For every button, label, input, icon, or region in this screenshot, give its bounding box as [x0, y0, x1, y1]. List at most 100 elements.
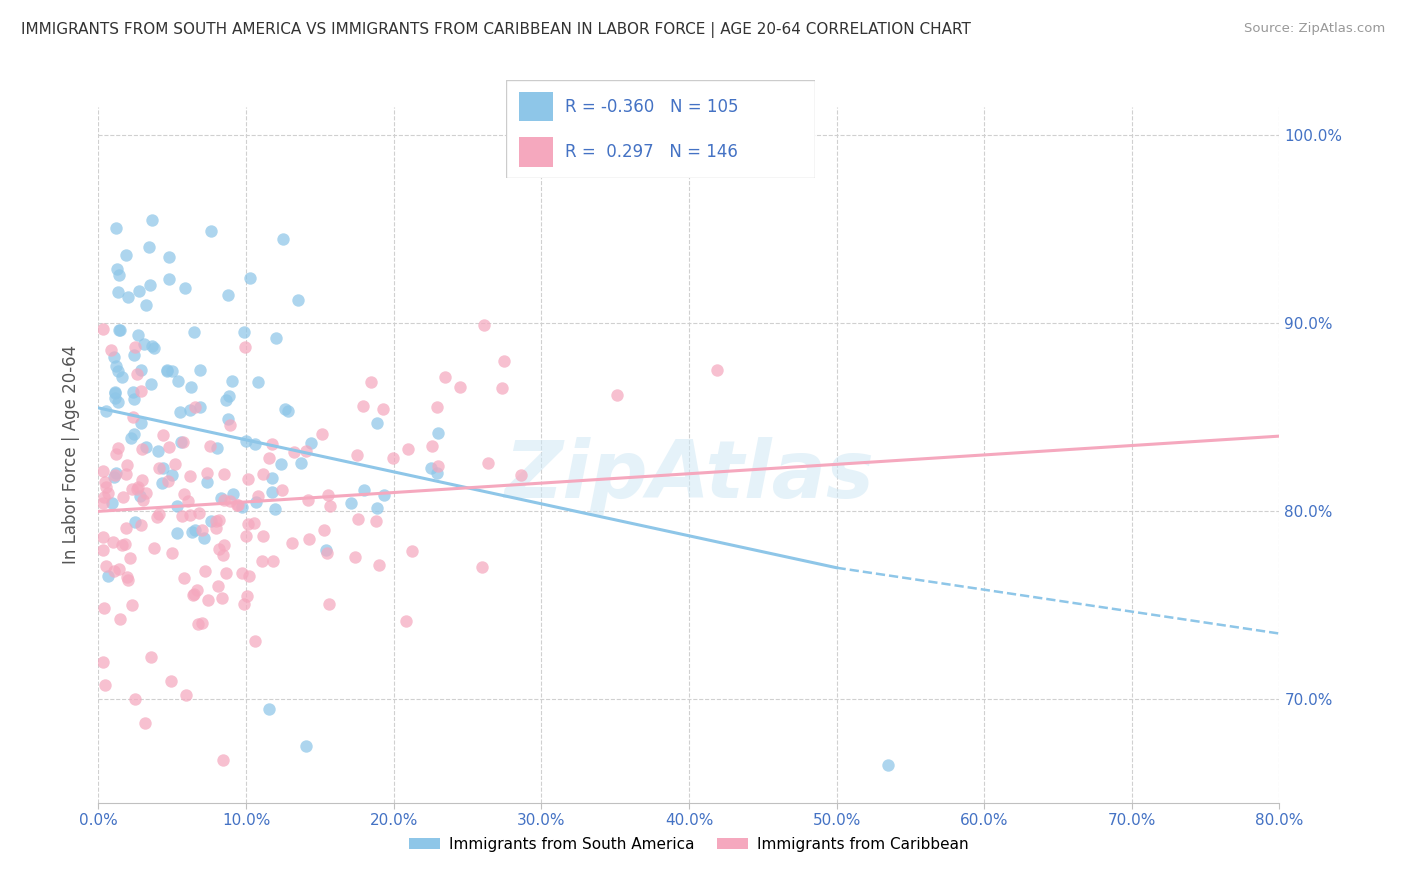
Point	[212, 492, 235, 507]
Point	[107, 441, 129, 455]
Point	[108, 562, 131, 576]
Point	[491, 381, 513, 395]
Text: IMMIGRANTS FROM SOUTH AMERICA VS IMMIGRANTS FROM CARIBBEAN IN LABOR FORCE | AGE : IMMIGRANTS FROM SOUTH AMERICA VS IMMIGRA…	[21, 22, 972, 38]
Legend: Immigrants from South America, Immigrants from Caribbean: Immigrants from South America, Immigrant…	[404, 830, 974, 858]
Point	[169, 405, 191, 419]
Point	[381, 450, 404, 465]
Point	[125, 368, 148, 382]
Point	[215, 566, 238, 580]
Point	[364, 514, 387, 528]
Point	[318, 597, 340, 611]
Point	[115, 521, 138, 535]
Point	[141, 339, 163, 353]
Point	[91, 530, 114, 544]
Point	[211, 753, 233, 767]
Point	[299, 436, 322, 450]
Point	[101, 495, 124, 509]
Point	[420, 439, 443, 453]
Point	[316, 488, 339, 502]
Point	[157, 271, 180, 285]
Point	[124, 392, 146, 406]
Point	[247, 375, 270, 389]
Point	[208, 542, 231, 557]
Point	[252, 554, 274, 568]
Point	[198, 439, 221, 453]
Point	[96, 480, 118, 494]
Point	[139, 650, 162, 665]
Point	[212, 537, 235, 551]
Point	[142, 541, 165, 555]
Point	[103, 470, 125, 484]
Point	[298, 533, 321, 547]
Point	[94, 475, 117, 490]
Point	[104, 392, 127, 406]
Point	[107, 363, 129, 377]
Point	[121, 483, 143, 497]
Point	[396, 442, 419, 456]
Point	[283, 445, 305, 459]
Point	[101, 535, 124, 549]
Point	[195, 475, 218, 489]
Point	[172, 509, 194, 524]
Point	[235, 589, 257, 603]
Point	[104, 359, 127, 373]
Point	[108, 612, 131, 626]
Point	[371, 401, 394, 416]
Point	[471, 560, 494, 574]
Point	[270, 457, 292, 471]
Point	[246, 489, 269, 503]
Point	[122, 410, 145, 425]
Point	[112, 490, 135, 504]
Point	[262, 471, 284, 485]
Point	[143, 342, 166, 356]
Text: ZipAtlas: ZipAtlas	[503, 437, 875, 515]
Point	[117, 573, 139, 587]
Point	[160, 364, 183, 378]
Point	[190, 400, 212, 414]
Point	[173, 487, 195, 501]
Point	[232, 597, 254, 611]
Point	[252, 467, 274, 482]
Point	[105, 447, 128, 461]
Point	[156, 364, 179, 378]
Point	[156, 474, 179, 488]
Point	[141, 212, 163, 227]
Y-axis label: In Labor Force | Age 20-64: In Labor Force | Age 20-64	[62, 345, 80, 565]
Point	[238, 569, 260, 583]
Point	[200, 224, 222, 238]
Point	[236, 472, 259, 486]
Point	[472, 318, 495, 332]
Point	[146, 510, 169, 524]
Point	[235, 528, 257, 542]
Point	[132, 337, 155, 351]
Point	[263, 502, 285, 516]
Point	[129, 363, 152, 377]
Point	[152, 461, 174, 475]
Point	[91, 543, 114, 558]
Point	[195, 466, 218, 480]
Point	[104, 467, 127, 481]
Point	[107, 285, 129, 299]
Point	[204, 514, 226, 528]
Point	[172, 434, 194, 449]
Point	[191, 616, 214, 631]
Point	[129, 489, 152, 503]
Point	[124, 347, 146, 361]
Point	[231, 566, 253, 581]
Point	[134, 716, 156, 731]
Point	[91, 496, 114, 510]
Point	[297, 493, 319, 508]
Point	[214, 467, 236, 482]
Point	[160, 546, 183, 560]
Point	[212, 549, 235, 563]
Point	[181, 588, 204, 602]
Point	[295, 739, 318, 754]
Point	[105, 261, 128, 276]
Point	[273, 232, 295, 246]
Point	[188, 363, 211, 377]
Point	[373, 488, 395, 502]
Point	[204, 521, 226, 535]
Point	[262, 485, 284, 500]
Point	[344, 550, 367, 565]
Point	[111, 538, 134, 552]
